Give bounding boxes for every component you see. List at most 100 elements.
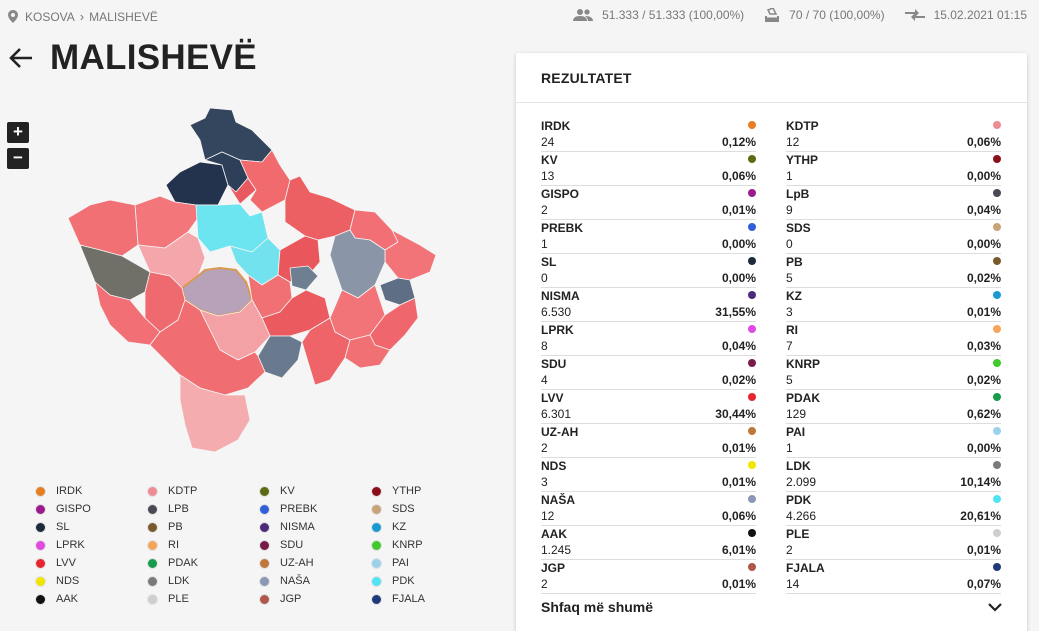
municipality-map[interactable] <box>60 105 440 460</box>
legend-color-dot <box>371 503 382 515</box>
result-row: LVV 6.301 30,44% <box>541 390 756 424</box>
map-region-peja[interactable] <box>67 199 139 257</box>
party-name: NISMA <box>541 289 580 303</box>
legend-item[interactable]: UZ-AH <box>259 554 371 572</box>
legend-item[interactable]: FJALA <box>371 590 483 608</box>
party-name: FJALA <box>786 561 825 575</box>
legend-label: KNRP <box>392 539 423 551</box>
legend-item[interactable]: PAI <box>371 554 483 572</box>
legend-item[interactable]: GISPO <box>35 500 147 518</box>
legend-item[interactable]: PDAK <box>147 554 259 572</box>
legend-item[interactable]: YTHP <box>371 482 483 500</box>
party-votes: 13 <box>541 169 555 183</box>
party-color-dot <box>993 427 1001 435</box>
breadcrumb-municipality: MALISHEVË <box>89 9 158 24</box>
legend-item[interactable]: LDK <box>147 572 259 590</box>
legend-label: YTHP <box>392 485 422 497</box>
map-region-zubin-potok[interactable] <box>165 161 229 206</box>
map-region-skenderaj[interactable] <box>195 203 269 253</box>
legend-label: SDU <box>280 539 304 551</box>
legend-item[interactable]: NAŠA <box>259 572 371 590</box>
legend-item[interactable]: NDS <box>35 572 147 590</box>
legend-label: KDTP <box>168 485 198 497</box>
legend-item[interactable]: PLE <box>147 590 259 608</box>
party-votes: 5 <box>786 373 793 387</box>
party-percentage: 0,00% <box>721 271 756 285</box>
party-percentage: 0,03% <box>966 339 1001 353</box>
party-name: PREBK <box>541 221 584 235</box>
legend-color-dot <box>371 557 382 569</box>
title-row: MALISHEVË <box>8 38 257 78</box>
legend-color-dot <box>371 575 382 587</box>
party-color-dot <box>748 257 756 265</box>
party-color-dot <box>748 427 756 435</box>
legend-item[interactable]: PB <box>147 518 259 536</box>
party-percentage: 0,00% <box>721 237 756 251</box>
party-name: KNRP <box>786 357 821 371</box>
party-name: RI <box>786 323 798 337</box>
results-right-column: KDTP 12 0,06% YTHP 1 0,00% LpB 9 0,04% SDS 0 0,00% P… <box>786 118 1001 594</box>
legend-item[interactable]: LPRK <box>35 536 147 554</box>
legend-item[interactable]: RI <box>147 536 259 554</box>
legend-item[interactable]: KDTP <box>147 482 259 500</box>
legend-item[interactable]: PDK <box>371 572 483 590</box>
party-name: LPRK <box>541 323 574 337</box>
legend-label: PREBK <box>280 503 318 515</box>
party-color-dot <box>748 393 756 401</box>
party-color-dot <box>993 359 1001 367</box>
legend-item[interactable]: NISMA <box>259 518 371 536</box>
map-region-elez-han[interactable] <box>344 334 391 369</box>
legend-item[interactable]: PREBK <box>259 500 371 518</box>
party-percentage: 0,01% <box>721 203 756 217</box>
party-percentage: 0,01% <box>721 577 756 591</box>
map-region-leposavic[interactable] <box>189 107 273 163</box>
legend-item[interactable]: SL <box>35 518 147 536</box>
breadcrumb-country[interactable]: KOSOVA <box>25 9 75 24</box>
results-columns: IRDK 24 0,12% KV 13 0,06% GISPO 2 0,01% PREBK 1 0,0… <box>541 118 1001 594</box>
legend-item[interactable]: LPB <box>147 500 259 518</box>
result-row: JGP 2 0,01% <box>541 560 756 594</box>
party-votes: 4 <box>541 373 548 387</box>
legend-label: LPB <box>168 503 189 515</box>
party-votes: 2 <box>786 543 793 557</box>
result-row: KNRP 5 0,02% <box>786 356 1001 390</box>
back-button[interactable] <box>8 45 34 71</box>
legend-label: NISMA <box>280 521 315 533</box>
legend-item[interactable]: KZ <box>371 518 483 536</box>
legend-item[interactable]: LVV <box>35 554 147 572</box>
zoom-out-button[interactable]: − <box>7 148 29 169</box>
map-region-dragash[interactable] <box>179 374 251 453</box>
voters-stat: 51.333 / 51.333 (100,00%) <box>573 8 744 22</box>
party-name: NDS <box>541 459 567 473</box>
zoom-in-button[interactable]: + <box>7 122 29 143</box>
map-region-gracanica[interactable] <box>289 265 319 291</box>
party-color-dot <box>993 121 1001 129</box>
party-color-dot <box>748 121 756 129</box>
result-row: LPRK 8 0,04% <box>541 322 756 356</box>
party-color-dot <box>993 291 1001 299</box>
legend-label: SL <box>56 521 70 533</box>
stations-stat: 70 / 70 (100,00%) <box>764 8 885 22</box>
legend-color-dot <box>147 593 158 605</box>
party-percentage: 0,01% <box>721 441 756 455</box>
result-row: LDK 2.099 10,14% <box>786 458 1001 492</box>
party-votes: 9 <box>786 203 793 217</box>
map-region-podujeva[interactable] <box>284 175 356 241</box>
legend-color-dot <box>35 485 46 497</box>
legend-item[interactable]: SDU <box>259 536 371 554</box>
map-region-gjilan[interactable] <box>329 229 386 299</box>
results-header: REZULTATET <box>516 53 1027 103</box>
show-more-button[interactable]: Shfaq më shumë <box>541 599 1002 615</box>
party-name: LDK <box>786 459 811 473</box>
legend-item[interactable]: IRDK <box>35 482 147 500</box>
party-percentage: 0,12% <box>721 135 756 149</box>
legend-item[interactable]: KNRP <box>371 536 483 554</box>
legend-item[interactable]: JGP <box>259 590 371 608</box>
party-color-dot <box>748 189 756 197</box>
legend-item[interactable]: SDS <box>371 500 483 518</box>
legend-item[interactable]: AAK <box>35 590 147 608</box>
legend-item[interactable]: KV <box>259 482 371 500</box>
party-color-dot <box>993 223 1001 231</box>
party-color-dot <box>993 257 1001 265</box>
legend-label: PAI <box>392 557 409 569</box>
